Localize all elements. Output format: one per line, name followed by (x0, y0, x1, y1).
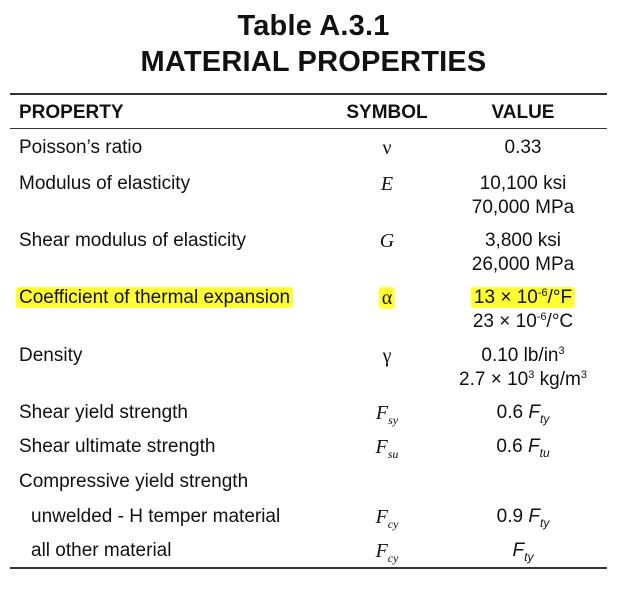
property-shear-modulus: Shear modulus of elasticity (19, 230, 247, 251)
table-number: Table A.3.1 (237, 10, 390, 42)
value-thermal-expansion-f: 13 × 10-6/°F (430, 286, 616, 310)
value-unwelded-h-temper: 0.9 Fty (496, 506, 550, 530)
symbol-alpha: α (337, 286, 437, 310)
value-shear-modulus-ksi: 3,800 ksi (484, 230, 562, 251)
symbol-fcy: Fcy (375, 506, 399, 531)
symbol-fsu: Fsu (375, 436, 399, 461)
value-poissons-ratio: 0.33 (504, 137, 542, 158)
bottom-rule (10, 567, 607, 569)
value-all-other-material: Fty (512, 540, 534, 564)
top-rule (10, 93, 607, 95)
header-symbol: SYMBOL (346, 102, 428, 123)
symbol-fsy: Fsy (375, 402, 399, 427)
header-value: VALUE (491, 102, 555, 123)
symbol-nu: ν (382, 137, 392, 159)
value-modulus-mpa: 70,000 MPa (471, 197, 575, 218)
property-unwelded-h-temper: unwelded - H temper material (31, 506, 281, 527)
value-thermal-expansion-c: 23 × 10-6/°C (472, 311, 574, 332)
property-modulus-of-elasticity: Modulus of elasticity (19, 173, 191, 194)
value-shear-ultimate-strength: 0.6 Ftu (496, 436, 550, 460)
property-density: Density (19, 345, 83, 366)
value-density-imperial: 0.10 lb/in3 (481, 345, 565, 366)
value-density-metric: 2.7 × 103 kg/m3 (459, 369, 587, 390)
value-shear-yield-strength: 0.6 Fty (496, 402, 550, 426)
property-compressive-yield-strength: Compressive yield strength (19, 471, 249, 492)
header-rule (10, 128, 607, 129)
symbol-gamma: γ (382, 345, 392, 367)
table-title: MATERIAL PROPERTIES (140, 46, 487, 78)
symbol-e: E (380, 173, 394, 195)
highlight-mark: Coefficient of thermal expansion (16, 287, 294, 308)
header-property: PROPERTY (19, 102, 124, 123)
value-shear-modulus-mpa: 26,000 MPa (471, 254, 575, 275)
property-shear-ultimate-strength: Shear ultimate strength (19, 436, 216, 457)
highlight-mark: 13 × 10-6/°F (470, 287, 576, 308)
highlight-mark: α (378, 287, 396, 309)
property-shear-yield-strength: Shear yield strength (19, 402, 188, 423)
property-poissons-ratio: Poisson’s ratio (19, 137, 143, 158)
value-modulus-ksi: 10,100 ksi (479, 173, 567, 194)
property-all-other-material: all other material (31, 540, 172, 561)
symbol-fcy: Fcy (375, 540, 399, 565)
property-thermal-expansion: Coefficient of thermal expansion (16, 286, 294, 310)
symbol-g: G (379, 230, 395, 252)
